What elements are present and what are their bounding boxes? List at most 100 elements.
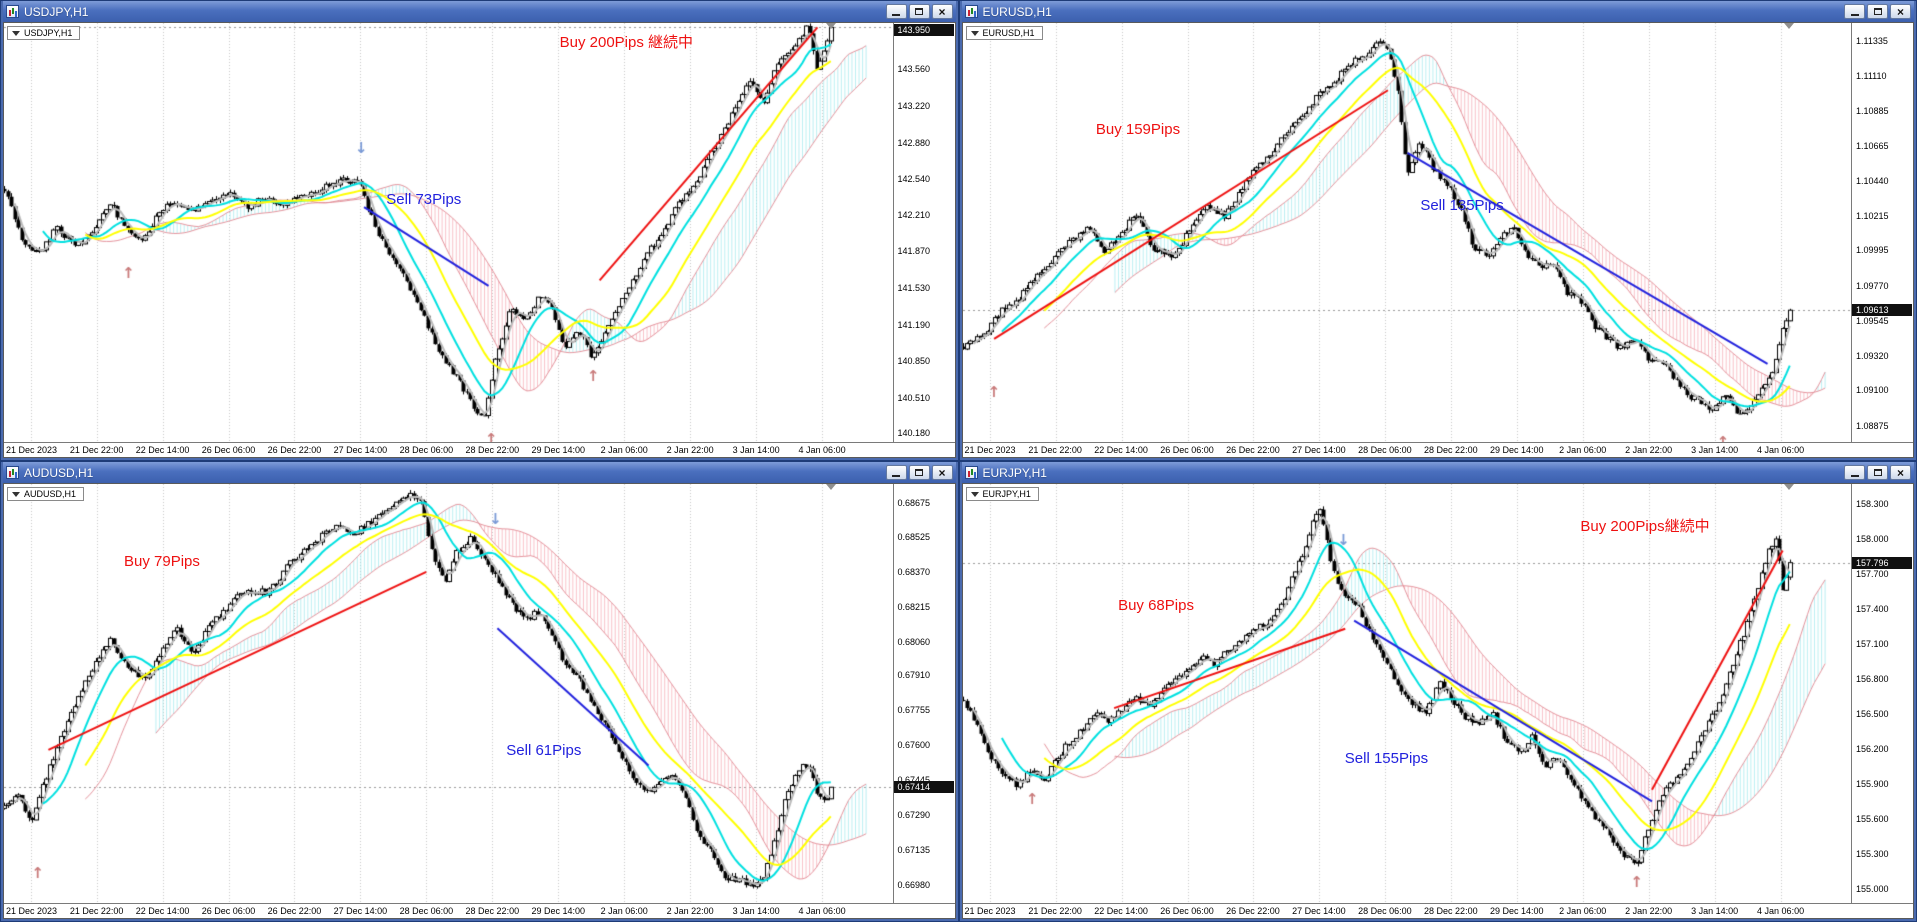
price-axis-label: 1.09995: [1856, 245, 1889, 256]
close-button[interactable]: ×: [1890, 4, 1911, 19]
minimize-icon: [1850, 475, 1859, 477]
price-axis-label: 1.10215: [1856, 211, 1889, 222]
time-axis-label: 4 Jan 06:00: [798, 445, 846, 455]
chart-canvas[interactable]: [4, 23, 893, 442]
time-axis-label: 4 Jan 06:00: [798, 906, 846, 916]
trade-annotation: Sell 135Pips: [1420, 196, 1504, 214]
price-axis-label: 1.09545: [1856, 315, 1889, 326]
restore-button[interactable]: [1867, 4, 1888, 19]
chart-shift-marker[interactable]: [1784, 23, 1795, 29]
chart-canvas[interactable]: [4, 484, 893, 903]
minimize-button[interactable]: [885, 465, 907, 480]
time-axis[interactable]: 21 Dec 2023 21 Dec 22:00 22 Dec 14:00 26 De…: [962, 442, 1913, 457]
symbol-box[interactable]: AUDUSD,H1: [7, 487, 85, 501]
price-axis-label: 0.67135: [897, 845, 931, 856]
time-axis-label: 29 Dec 14:00: [1489, 906, 1544, 916]
chart-plot-area[interactable]: USDJPY,H1 Buy 200Pips 継続中 Sell 73Pips: [4, 23, 893, 442]
close-icon: ×: [938, 4, 946, 19]
price-axis-label: 0.67445: [898, 775, 931, 785]
chart-shift-marker[interactable]: [1784, 484, 1795, 490]
time-axis-label: 28 Dec 06:00: [1358, 906, 1412, 916]
price-axis-label: 1.08875: [1856, 420, 1889, 431]
symbol-label: EURUSD,H1: [982, 28, 1035, 38]
price-axis-label: 140.510: [897, 392, 931, 403]
time-axis-label: 21 Dec 2023: [964, 906, 1016, 916]
time-axis-label: 3 Jan 14:00: [732, 445, 780, 455]
close-button[interactable]: ×: [1890, 465, 1911, 480]
price-axis[interactable]: 143.950 143.560 143.220 142.880 142.540 142.…: [892, 23, 955, 442]
chart-canvas[interactable]: [962, 484, 1851, 903]
trade-annotation: Buy 200Pips 継続中: [559, 34, 694, 52]
time-axis-label: 21 Dec 2023: [6, 445, 58, 455]
window-title: AUDUSD,H1: [24, 465, 94, 480]
minimize-button[interactable]: [1844, 465, 1865, 480]
minimize-button[interactable]: [885, 4, 907, 19]
window-buttons: ×: [885, 465, 953, 480]
time-axis-label: 28 Dec 06:00: [399, 445, 454, 455]
time-axis-label: 21 Dec 2023: [964, 445, 1016, 455]
minimize-icon: [892, 14, 900, 16]
price-axis-label: 158.000: [1856, 533, 1889, 544]
time-axis-label: 27 Dec 14:00: [333, 445, 388, 455]
price-axis-label: 142.210: [897, 209, 931, 220]
time-axis-label: 2 Jan 06:00: [1559, 906, 1607, 916]
time-axis[interactable]: 21 Dec 2023 21 Dec 22:00 22 Dec 14:00 26 De…: [4, 442, 955, 457]
restore-button[interactable]: [908, 4, 930, 19]
chart-shift-marker[interactable]: [825, 484, 836, 490]
chart-plot-area[interactable]: EURUSD,H1 Buy 159Pips Sell 135Pips: [962, 23, 1851, 442]
minimize-button[interactable]: [1844, 4, 1865, 19]
price-axis[interactable]: 1.09613 1.11335 1.11110 1.10885 1.10665 1.10…: [1851, 23, 1913, 442]
price-axis[interactable]: 0.67414 0.68675 0.68525 0.68370 0.68215 0.68…: [892, 484, 955, 903]
price-axis-label: 143.220: [897, 100, 931, 111]
chart-window-icon: [6, 466, 19, 479]
symbol-box[interactable]: USDJPY,H1: [7, 26, 81, 40]
price-axis[interactable]: 157.796 158.300 158.000 157.700 157.400 157.…: [1851, 484, 1913, 903]
chart-window-eurjpy: EURJPY,H1 × EURJPY,H1 Buy 68Pips Sell 155…: [958, 461, 1917, 922]
window-titlebar[interactable]: USDJPY,H1 ×: [3, 1, 956, 22]
price-axis-label: 0.68525: [897, 531, 931, 542]
dropdown-triangle-icon: [970, 30, 979, 36]
price-axis-label: 155.300: [1856, 848, 1889, 859]
time-axis[interactable]: 21 Dec 2023 21 Dec 22:00 22 Dec 14:00 26 De…: [962, 903, 1913, 918]
close-button[interactable]: ×: [931, 465, 953, 480]
time-axis-label: 21 Dec 22:00: [69, 906, 124, 916]
price-axis-label: 0.68215: [897, 601, 931, 612]
close-button[interactable]: ×: [931, 4, 953, 19]
chart-window-audusd: AUDUSD,H1 × AUDUSD,H1 Buy 79Pips Sell 61P…: [0, 461, 959, 922]
chart-plot-area[interactable]: AUDUSD,H1 Buy 79Pips Sell 61Pips: [4, 484, 893, 903]
chart-canvas[interactable]: [962, 23, 1851, 442]
time-axis-label: 2 Jan 22:00: [1625, 445, 1673, 455]
price-axis-label: 0.67755: [897, 705, 931, 716]
restore-button[interactable]: [908, 465, 930, 480]
window-title: EURUSD,H1: [982, 4, 1052, 19]
price-axis-label: 1.11335: [1856, 35, 1888, 46]
window-titlebar[interactable]: EURUSD,H1 ×: [961, 1, 1914, 22]
time-axis-label: 27 Dec 14:00: [1292, 445, 1346, 455]
time-axis-label: 29 Dec 14:00: [531, 445, 586, 455]
time-axis-label: 22 Dec 14:00: [135, 445, 190, 455]
close-icon: ×: [938, 465, 946, 480]
window-titlebar[interactable]: EURJPY,H1 ×: [961, 462, 1914, 483]
close-icon: ×: [1896, 465, 1904, 480]
chart-shift-marker[interactable]: [825, 23, 836, 29]
price-axis-label: 140.180: [897, 428, 931, 439]
trade-annotation: Sell 61Pips: [506, 741, 582, 759]
restore-button[interactable]: [1867, 465, 1888, 480]
time-axis-label: 28 Dec 22:00: [1424, 906, 1478, 916]
time-axis-label: 26 Dec 22:00: [267, 906, 322, 916]
price-axis-label: 0.67910: [897, 670, 931, 681]
chart-client-area: EURUSD,H1 Buy 159Pips Sell 135Pips 1.0961…: [961, 22, 1914, 458]
chart-plot-area[interactable]: EURJPY,H1 Buy 68Pips Sell 155Pips Buy 200P…: [962, 484, 1851, 903]
time-axis-label: 26 Dec 06:00: [201, 906, 256, 916]
time-axis[interactable]: 21 Dec 2023 21 Dec 22:00 22 Dec 14:00 26 De…: [4, 903, 955, 918]
symbol-box[interactable]: EURJPY,H1: [965, 487, 1039, 501]
time-axis-label: 21 Dec 22:00: [69, 445, 124, 455]
time-axis-label: 2 Jan 22:00: [666, 445, 714, 455]
chart-window-icon: [964, 5, 978, 18]
minimize-icon: [892, 475, 900, 477]
price-axis-label: 158.300: [1856, 498, 1889, 509]
price-axis-label: 141.190: [897, 319, 931, 330]
trade-annotation: Buy 159Pips: [1095, 121, 1181, 139]
window-titlebar[interactable]: AUDUSD,H1 ×: [3, 462, 956, 483]
symbol-box[interactable]: EURUSD,H1: [965, 26, 1043, 40]
